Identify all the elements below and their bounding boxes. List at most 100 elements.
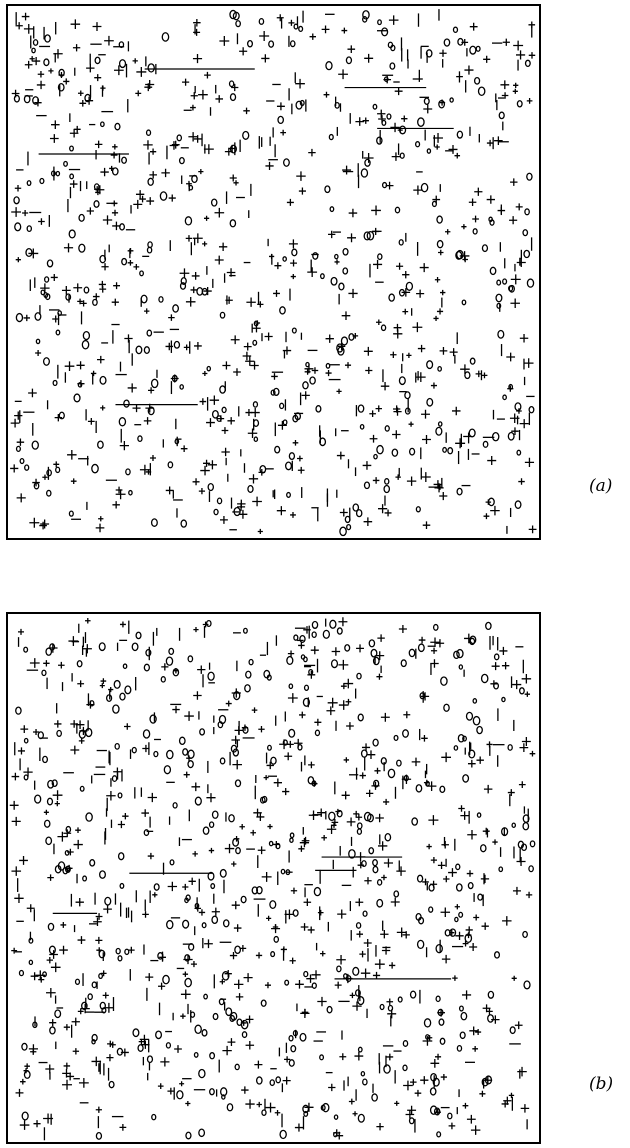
circle-mark — [150, 518, 158, 527]
plus-mark — [149, 171, 157, 179]
plus-mark — [482, 1004, 491, 1013]
plus-mark — [392, 430, 401, 439]
circle-mark — [381, 119, 387, 126]
plus-mark — [224, 843, 235, 854]
plus-mark — [214, 207, 225, 218]
circle-mark — [275, 842, 281, 850]
circle-mark — [229, 9, 237, 20]
plus-mark — [209, 395, 220, 405]
plus-mark — [47, 874, 54, 881]
circle-mark — [185, 1131, 192, 1140]
plus-mark — [328, 1083, 336, 1092]
plus-mark — [70, 745, 80, 755]
circle-mark — [402, 729, 409, 738]
circle-mark — [362, 910, 368, 917]
plus-mark — [192, 478, 200, 486]
circle-mark — [458, 664, 464, 670]
plus-mark — [245, 1099, 255, 1109]
plus-mark — [15, 22, 23, 30]
plus-mark — [383, 798, 390, 805]
circle-mark — [268, 40, 275, 48]
circle-mark — [426, 360, 434, 370]
circle-mark — [26, 225, 33, 233]
circle-mark — [290, 1044, 297, 1053]
plus-mark — [167, 881, 178, 892]
circle-mark — [294, 412, 302, 421]
circle-mark — [336, 343, 344, 353]
circle-mark — [437, 366, 442, 372]
plus-mark — [43, 1113, 54, 1124]
plus-mark — [338, 659, 349, 670]
circle-mark — [13, 94, 21, 103]
plus-mark — [180, 989, 191, 1000]
circle-mark — [263, 669, 271, 679]
circle-mark — [426, 397, 434, 407]
plus-mark — [276, 14, 284, 22]
plus-mark — [508, 1092, 515, 1099]
plus-mark — [127, 247, 134, 254]
circle-mark — [221, 1094, 226, 1100]
plus-mark — [526, 98, 533, 104]
circle-mark — [184, 977, 192, 988]
circle-mark — [137, 435, 143, 443]
plus-mark — [362, 117, 369, 124]
circle-mark — [87, 993, 93, 1001]
plus-mark — [243, 107, 250, 115]
circle-mark — [258, 17, 265, 25]
circle-mark — [162, 974, 170, 985]
plus-mark — [265, 1102, 276, 1113]
panel-label-b: (b) — [589, 1074, 614, 1094]
circle-mark — [386, 113, 392, 120]
circle-mark — [168, 647, 175, 656]
plus-mark — [388, 962, 396, 969]
plus-mark — [462, 256, 468, 263]
circle-mark — [255, 1076, 263, 1085]
plus-mark — [198, 168, 204, 175]
plus-mark — [341, 791, 350, 800]
circle-mark — [342, 247, 349, 256]
circle-mark — [528, 865, 534, 873]
plus-mark — [135, 90, 142, 97]
plus-mark — [394, 87, 403, 96]
circle-mark — [319, 273, 325, 280]
circle-mark — [289, 40, 296, 48]
circle-mark — [43, 58, 50, 67]
circle-mark — [228, 814, 235, 823]
circle-mark — [465, 711, 474, 721]
circle-mark — [376, 136, 383, 145]
circle-mark — [172, 802, 178, 809]
plus-mark — [375, 813, 384, 823]
circle-mark — [236, 1018, 243, 1026]
plus-mark — [100, 167, 109, 177]
circle-mark — [149, 714, 157, 724]
circle-mark — [131, 642, 139, 652]
plus-mark — [112, 144, 118, 150]
circle-mark — [418, 916, 425, 925]
circle-mark — [225, 1007, 233, 1017]
plus-mark — [94, 74, 102, 82]
plus-mark — [198, 89, 208, 100]
plus-mark — [85, 617, 91, 624]
plus-mark — [167, 1087, 175, 1095]
circle-mark — [292, 1030, 298, 1037]
plus-mark — [342, 165, 352, 175]
circle-mark — [324, 185, 331, 194]
circle-mark — [207, 482, 215, 492]
plus-mark — [301, 1009, 309, 1016]
circle-mark — [456, 487, 463, 496]
circle-mark — [23, 94, 31, 104]
plus-mark — [243, 342, 252, 351]
plus-mark — [92, 293, 100, 300]
circle-mark — [34, 794, 42, 804]
circle-mark — [480, 673, 489, 684]
circle-mark — [524, 208, 530, 216]
circle-mark — [453, 650, 460, 660]
circle-mark — [293, 634, 299, 641]
plus-mark — [403, 1080, 413, 1091]
plus-mark — [374, 959, 385, 970]
plus-mark — [408, 421, 414, 427]
plus-mark — [115, 489, 126, 500]
plus-mark — [63, 1062, 71, 1070]
circle-mark — [435, 426, 443, 436]
circle-mark — [153, 883, 160, 891]
